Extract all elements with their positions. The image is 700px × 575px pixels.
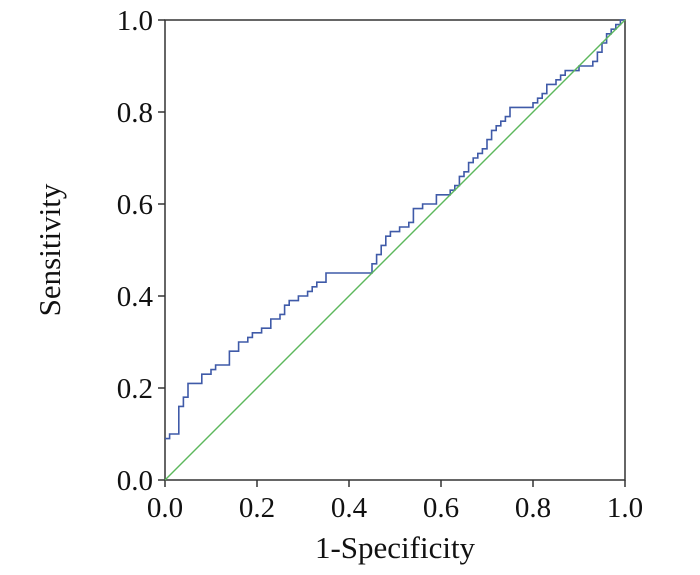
x-tick-label: 0.2 — [239, 492, 275, 524]
y-tick-label: 0.8 — [117, 97, 153, 129]
x-tick-label: 0.6 — [423, 492, 459, 524]
y-tick-label: 0.4 — [117, 281, 154, 313]
series-layer — [164, 19, 626, 481]
x-tick-label: 0.0 — [147, 492, 183, 524]
y-tick-label: 0.2 — [117, 373, 153, 405]
x-tick-label: 0.8 — [515, 492, 551, 524]
x-axis-title: 1-Specificity — [315, 530, 476, 565]
y-axis-title: Sensitivity — [32, 183, 67, 316]
x-axis-ticks: 0.0 0.2 0.4 0.6 0.8 1.0 — [147, 480, 643, 524]
y-axis-ticks: 0.0 0.2 0.4 0.6 0.8 1.0 — [117, 5, 165, 497]
y-tick-label: 1.0 — [117, 5, 153, 37]
y-tick-label: 0.6 — [117, 189, 153, 221]
reference-diagonal-line — [164, 19, 626, 481]
plot-frame — [164, 19, 626, 481]
x-tick-label: 1.0 — [607, 492, 643, 524]
roc-curve-line — [165, 19, 625, 440]
y-tick-label: 0.0 — [117, 465, 153, 497]
x-tick-label: 0.4 — [331, 492, 368, 524]
